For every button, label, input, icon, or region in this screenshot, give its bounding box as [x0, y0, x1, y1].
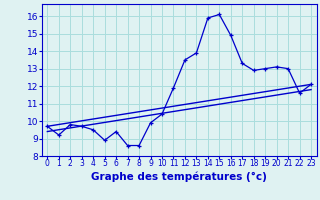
X-axis label: Graphe des températures (°c): Graphe des températures (°c): [91, 171, 267, 182]
